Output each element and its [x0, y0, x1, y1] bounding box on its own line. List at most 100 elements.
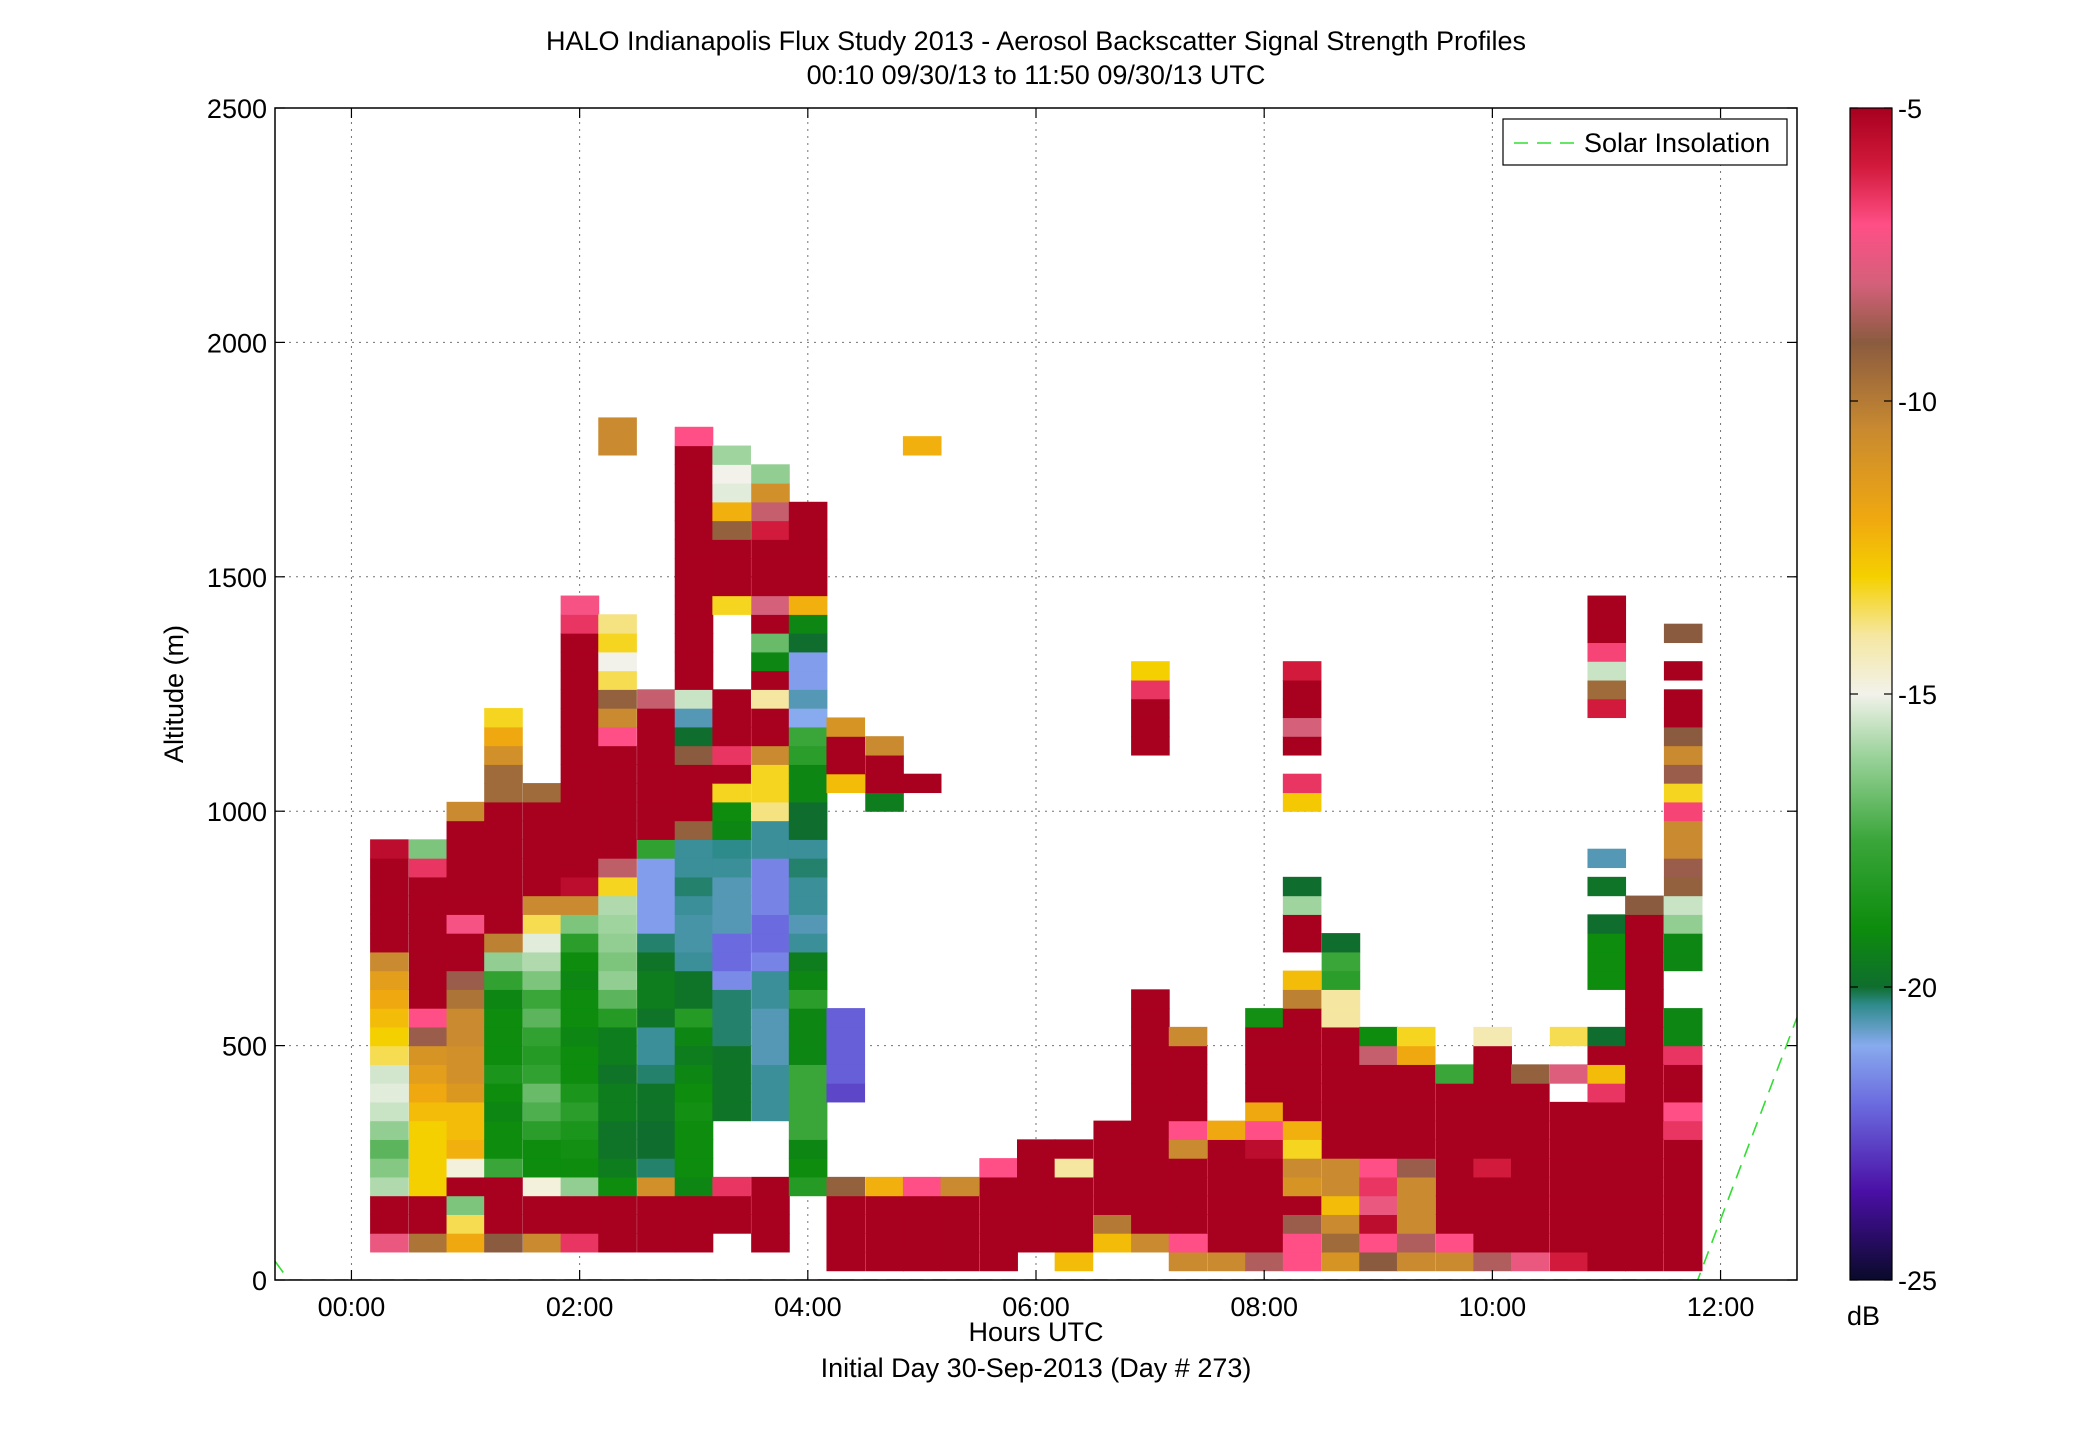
- heatmap-cell: [826, 1195, 866, 1215]
- heatmap-cell: [1663, 1045, 1703, 1065]
- heatmap-cell: [674, 726, 714, 747]
- heatmap-cell: [1587, 970, 1627, 990]
- heatmap-cell: [674, 764, 714, 784]
- heatmap-cell: [522, 1008, 562, 1028]
- heatmap-cell: [788, 726, 828, 747]
- heatmap-cell: [560, 670, 600, 690]
- heatmap-cell: [1207, 1195, 1247, 1215]
- heatmap-cell: [674, 820, 714, 840]
- heatmap-cell: [751, 689, 790, 709]
- heatmap-cell: [1625, 933, 1664, 953]
- heatmap-cell: [751, 614, 790, 634]
- heatmap-cell: [788, 576, 828, 597]
- heatmap-cell: [751, 951, 790, 972]
- heatmap-cell: [1511, 1233, 1550, 1253]
- heatmap-cell: [1663, 839, 1703, 859]
- heatmap-cell: [637, 876, 676, 897]
- heatmap-cell: [1435, 1139, 1475, 1159]
- heatmap-cell: [751, 501, 790, 522]
- heatmap-cell: [674, 445, 714, 465]
- heatmap-cell: [712, 858, 751, 878]
- heatmap-cell: [1282, 1083, 1322, 1103]
- heatmap-cell: [446, 1214, 486, 1234]
- heatmap-cell: [637, 1101, 676, 1122]
- heatmap-cell: [674, 483, 714, 503]
- heatmap-cell: [1093, 1120, 1133, 1140]
- heatmap-cell: [712, 783, 751, 803]
- heatmap-cell: [370, 970, 409, 990]
- heatmap-cell: [1245, 1158, 1284, 1178]
- heatmap-cell: [712, 951, 751, 972]
- heatmap-cell: [826, 1233, 866, 1253]
- heatmap-cell: [1282, 1064, 1322, 1084]
- heatmap-cell: [1282, 895, 1322, 915]
- heatmap-cell: [484, 1214, 523, 1234]
- heatmap-cell: [712, 1083, 751, 1103]
- heatmap-cell: [712, 1214, 751, 1234]
- heatmap-cell: [751, 1176, 790, 1197]
- heatmap-cell: [637, 858, 676, 878]
- heatmap-cell: [1549, 1214, 1589, 1234]
- heatmap-cell: [712, 1064, 751, 1084]
- y-tick-label: 2500: [207, 94, 267, 124]
- heatmap-cell: [1663, 801, 1703, 822]
- heatmap-cell: [1625, 1101, 1664, 1122]
- heatmap-cell: [1435, 1195, 1475, 1215]
- heatmap-cell: [446, 1045, 486, 1065]
- heatmap-cell: [1245, 1008, 1284, 1028]
- heatmap-cell: [788, 914, 828, 934]
- heatmap-cell: [865, 792, 904, 812]
- heatmap-cell: [865, 1195, 904, 1215]
- heatmap-cell: [674, 651, 714, 672]
- heatmap-cell: [788, 801, 828, 822]
- axis-ticks: 00:00 02:00 04:00 06:00 08:00 10:00 12:00 0 500 1…: [207, 94, 1797, 1322]
- heatmap-cell: [446, 1120, 486, 1140]
- heatmap-cell: [637, 801, 676, 822]
- heatmap-cell: [370, 1233, 409, 1253]
- heatmap-cell: [788, 1176, 828, 1197]
- heatmap-cell: [522, 783, 562, 803]
- heatmap-cell: [1245, 1214, 1284, 1234]
- heatmap-cell: [788, 708, 828, 728]
- heatmap-cell: [1207, 1214, 1247, 1234]
- heatmap-cell: [370, 895, 409, 915]
- heatmap-cell: [370, 951, 409, 972]
- heatmap-cell: [751, 1195, 790, 1215]
- heatmap-cell: [446, 914, 486, 934]
- heatmap-cell: [522, 1176, 562, 1197]
- heatmap-cell: [1663, 689, 1703, 709]
- heatmap-cell: [1054, 1233, 1094, 1253]
- heatmap-cell: [1168, 1120, 1208, 1140]
- heatmap-cell: [1625, 1233, 1664, 1253]
- heatmap-cell: [560, 1120, 600, 1140]
- heatmap-cell: [484, 1083, 523, 1103]
- heatmap-cell: [1396, 1045, 1436, 1065]
- heatmap-cell: [484, 1120, 523, 1140]
- heatmap-cell: [484, 876, 523, 897]
- heatmap-cell: [1587, 1214, 1627, 1234]
- heatmap-cell: [408, 1101, 448, 1122]
- heatmap-cell: [902, 773, 942, 794]
- heatmap-cell: [1282, 1008, 1322, 1028]
- heatmap-cell: [1587, 1064, 1627, 1084]
- heatmap-cell: [560, 1026, 600, 1047]
- heatmap-cell: [1396, 1026, 1436, 1047]
- heatmap-cell: [1282, 1026, 1322, 1047]
- heatmap-cell: [1207, 1158, 1247, 1178]
- heatmap-cell: [522, 951, 562, 972]
- heatmap-cell: [1245, 1233, 1284, 1253]
- heatmap-cell: [598, 417, 637, 456]
- heatmap-cell: [560, 858, 600, 878]
- heatmap-cell: [484, 708, 523, 728]
- heatmap-cell: [408, 1008, 448, 1028]
- colorbar-tick-label: -20: [1898, 973, 1937, 1003]
- heatmap-cell: [751, 633, 790, 653]
- heatmap-cell: [560, 726, 600, 747]
- heatmap-cell: [788, 595, 828, 615]
- heatmap-cell: [712, 483, 751, 503]
- legend-box: [1502, 118, 1788, 166]
- heatmap-cell: [598, 651, 637, 672]
- heatmap-cell: [1359, 1139, 1398, 1159]
- heatmap-cell: [1587, 848, 1627, 869]
- colorbar-ticks: -5 -10 -15 -20 -25: [1850, 94, 1937, 1296]
